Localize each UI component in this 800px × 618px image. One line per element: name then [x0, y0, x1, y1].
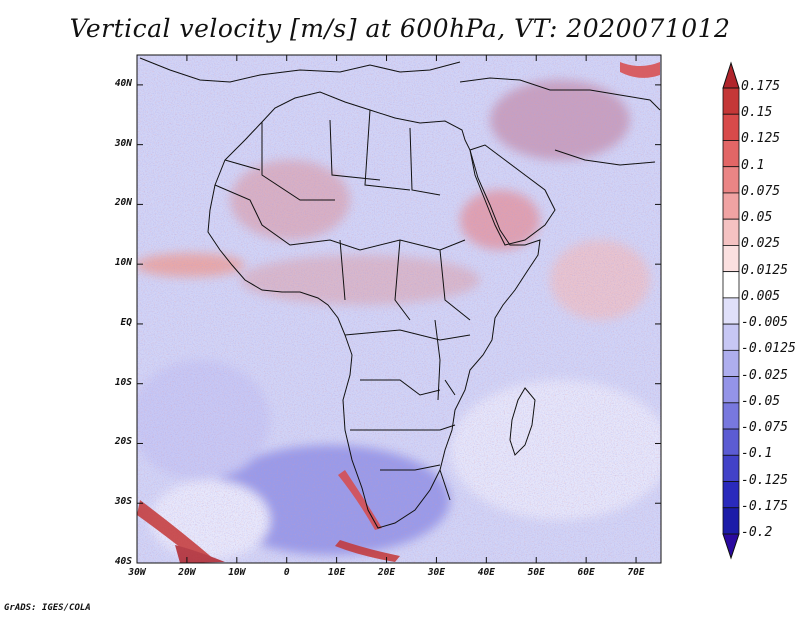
colorbar-swatch [722, 245, 740, 273]
colorbar-bottom-arrow [722, 533, 740, 560]
lon-label: 30E [427, 567, 445, 578]
colorbar-swatch [722, 271, 740, 299]
colorbar-swatch [722, 166, 740, 194]
map-title: Vertical velocity [m/s] at 600hPa, VT: 2… [69, 14, 731, 43]
coastlines-and-borders [139, 57, 661, 529]
colorbar-label: 0.005 [741, 288, 781, 304]
lat-label: 40N [114, 77, 132, 89]
colorbar-label: -0.175 [741, 498, 788, 514]
colorbar-label: 0.1 [741, 157, 765, 173]
colorbar-swatch [722, 297, 740, 325]
colorbar-swatch [722, 349, 740, 377]
colorbar-label: 0.15 [741, 105, 773, 121]
lat-label: 10N [114, 257, 132, 269]
colorbar-label: 0.175 [741, 79, 781, 94]
colorbar-swatch [722, 402, 740, 430]
colorbar-label: 0.125 [741, 131, 781, 147]
lat-label: 10S [114, 376, 132, 388]
lon-label: 60E [577, 567, 595, 578]
colorbar-label: 0.025 [741, 236, 781, 252]
lon-label: 0 [283, 567, 290, 578]
map-frame [136, 54, 662, 564]
velocity-field [137, 55, 661, 563]
colorbar-swatch [722, 454, 740, 482]
lon-label: 40E [477, 567, 495, 578]
colorbar-label: -0.1 [741, 446, 773, 462]
colorbar-swatch [722, 218, 740, 246]
lat-label: 30N [114, 137, 132, 149]
lat-label: 20S [114, 436, 132, 448]
lon-label: 10E [328, 567, 346, 578]
colorbar-label: -0.2 [741, 525, 773, 540]
colorbar-swatch [722, 376, 740, 404]
colorbar-top-arrow [722, 61, 740, 89]
lon-label: 20W [178, 567, 196, 578]
axis-ticks [136, 55, 661, 564]
lat-label: EQ [120, 316, 132, 328]
colorbar-label: -0.05 [741, 393, 781, 409]
colorbar-swatch [722, 87, 740, 115]
lon-label: 20E [377, 567, 396, 578]
lon-label: 50E [527, 567, 545, 578]
colorbar-label: 0.05 [741, 210, 773, 226]
colorbar-swatch [722, 192, 740, 220]
colorbar [722, 61, 740, 560]
colorbar-label: 0.075 [741, 183, 781, 199]
lat-label: 40S [114, 556, 132, 567]
colorbar-swatch [722, 507, 740, 535]
lon-label: 10W [228, 567, 246, 578]
lat-label: 20N [114, 197, 132, 209]
colorbar-label: -0.005 [741, 315, 788, 331]
colorbar-swatch [722, 481, 740, 509]
lon-label: 30W [128, 567, 146, 578]
lon-label: 70E [627, 567, 645, 578]
colorbar-label: 0.0125 [741, 262, 788, 278]
colorbar-label: -0.025 [741, 367, 788, 383]
colorbar-label: -0.125 [741, 472, 788, 488]
grads-credit: GrADS: IGES/COLA [4, 603, 91, 613]
colorbar-swatch [722, 113, 740, 141]
colorbar-label: -0.0125 [741, 341, 796, 357]
colorbar-swatch [722, 428, 740, 456]
colorbar-swatch [722, 323, 740, 351]
colorbar-label: -0.075 [741, 420, 788, 436]
colorbar-swatch [722, 140, 740, 168]
lat-label: 30S [114, 496, 132, 508]
